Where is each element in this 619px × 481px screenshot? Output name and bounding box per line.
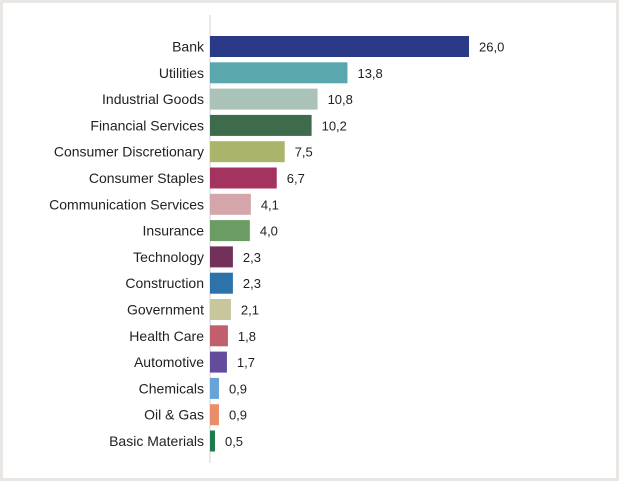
category-label-communication-services: Communication Services (49, 196, 204, 212)
value-label-health-care: 1,8 (238, 329, 256, 344)
sector-bar-chart: Bank Utilities Industrial Goods Financial S… (49, 15, 504, 463)
category-label-consumer-discretionary: Consumer Discretionary (54, 144, 204, 160)
category-label-financial-services: Financial Services (90, 117, 204, 133)
bar-basic-materials (210, 430, 215, 452)
bar-financial-services (210, 114, 312, 136)
category-label-construction: Construction (125, 275, 204, 291)
value-label-technology: 2,3 (243, 250, 261, 265)
value-label-chemicals: 0,9 (229, 381, 247, 396)
bar-technology (210, 246, 233, 268)
category-label-health-care: Health Care (129, 328, 204, 344)
bar-series (210, 36, 469, 452)
bar-consumer-discretionary (210, 141, 285, 163)
chart-panel: Bank Utilities Industrial Goods Financial S… (3, 3, 616, 478)
value-label-oil-gas: 0,9 (229, 408, 247, 423)
bar-automotive (210, 351, 227, 373)
category-label-consumer-staples: Consumer Staples (89, 170, 204, 186)
value-label-basic-materials: 0,5 (225, 434, 243, 449)
category-labels: Bank Utilities Industrial Goods Financial S… (49, 39, 205, 450)
category-label-bank: Bank (172, 39, 205, 55)
category-label-chemicals: Chemicals (139, 380, 204, 396)
category-label-automotive: Automotive (134, 354, 204, 370)
bar-health-care (210, 325, 228, 347)
value-label-consumer-staples: 6,7 (287, 171, 305, 186)
value-label-bank: 26,0 (479, 40, 504, 55)
value-label-communication-services: 4,1 (261, 197, 279, 212)
category-label-oil-gas: Oil & Gas (144, 407, 204, 423)
bar-industrial-goods (210, 88, 318, 110)
value-label-utilities: 13,8 (357, 66, 382, 81)
bar-bank (210, 36, 469, 57)
bar-construction (210, 272, 233, 294)
category-label-government: Government (127, 302, 204, 318)
value-label-automotive: 1,7 (237, 355, 255, 370)
bar-chemicals (210, 377, 219, 399)
bar-oil-gas (210, 404, 219, 426)
value-label-construction: 2,3 (243, 276, 261, 291)
value-label-insurance: 4,0 (260, 224, 278, 239)
bar-utilities (210, 62, 348, 84)
value-labels: 26,0 13,8 10,8 10,2 7,5 6,7 4,1 4,0 2,3 2,3 2,1 1,8… (225, 40, 504, 450)
value-label-financial-services: 10,2 (322, 118, 347, 133)
category-label-industrial-goods: Industrial Goods (102, 91, 204, 107)
bar-insurance (210, 220, 250, 242)
category-label-basic-materials: Basic Materials (109, 433, 204, 449)
category-label-utilities: Utilities (159, 65, 204, 81)
bar-government (210, 299, 231, 320)
category-label-insurance: Insurance (143, 223, 205, 239)
bar-communication-services (210, 193, 251, 215)
bar-consumer-staples (210, 167, 277, 189)
value-label-consumer-discretionary: 7,5 (295, 145, 313, 160)
value-label-government: 2,1 (241, 303, 259, 318)
category-label-technology: Technology (133, 249, 204, 265)
value-label-industrial-goods: 10,8 (328, 92, 353, 107)
